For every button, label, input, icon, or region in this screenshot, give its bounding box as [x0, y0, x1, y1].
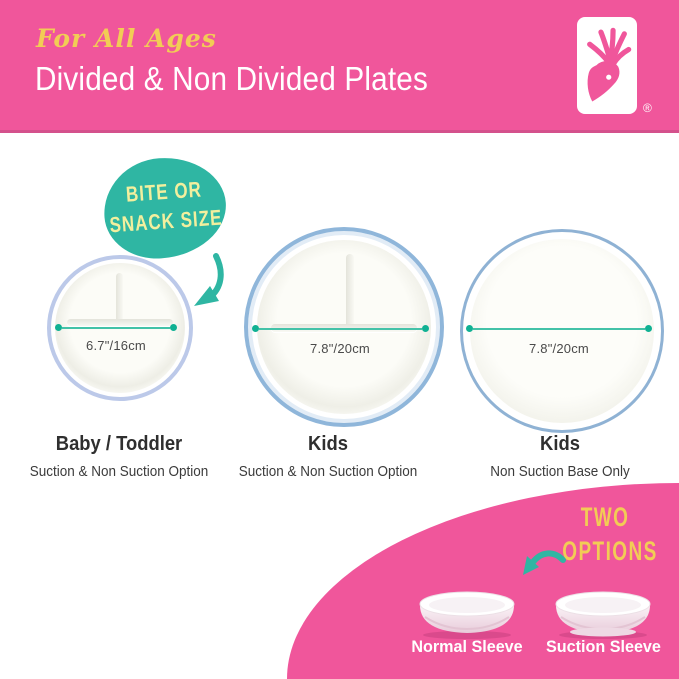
plate-label-kids-divided: Kids Suction & Non Suction Option	[228, 433, 428, 480]
plate-divider-horizontal	[67, 319, 173, 326]
plate-subtitle: Suction & Non Suction Option	[238, 463, 418, 480]
plate-kids-divided	[244, 227, 444, 427]
sleeve-label-normal: Normal Sleeve	[411, 637, 523, 656]
plate-subtitle: Non Suction Base Only	[490, 463, 630, 480]
measure-endpoint-dot	[252, 325, 259, 332]
plate-surface	[470, 239, 654, 423]
sleeve-label-suction: Suction Sleeve	[546, 637, 661, 656]
plate-divider-vertical	[116, 273, 123, 323]
plate-divider-vertical	[346, 254, 354, 328]
curved-arrow-icon	[194, 253, 224, 306]
measure-endpoint-dot	[466, 325, 473, 332]
plate-subtitle: Suction & Non Suction Option	[29, 463, 209, 480]
badge-line2: Snack Size	[108, 205, 224, 238]
brand-logo	[577, 17, 637, 114]
diameter-measure-line	[466, 325, 652, 332]
deer-antlers-icon	[587, 27, 632, 102]
tagline: For All Ages	[36, 24, 217, 53]
measure-line	[473, 327, 645, 330]
header-banner: For All Ages Divided & Non Divided Plate…	[0, 0, 679, 133]
suction-sleeve-image	[555, 591, 651, 639]
registered-trademark: ®	[643, 101, 652, 115]
plate-kids-round	[460, 229, 664, 433]
plate-label-baby-toddler: Baby / Toddler Suction & Non Suction Opt…	[19, 433, 219, 480]
measure-endpoint-dot	[645, 325, 652, 332]
page-title: Divided & Non Divided Plates	[35, 60, 428, 97]
curved-arrow-icon	[523, 550, 566, 575]
measure-line	[62, 326, 170, 329]
plate-title: Kids	[540, 433, 580, 455]
callout-line1: Two	[580, 502, 630, 533]
measure-line	[259, 327, 422, 330]
measure-endpoint-dot	[422, 325, 429, 332]
badge-text: Bite or Snack Size	[107, 175, 224, 241]
normal-sleeve-image	[419, 591, 515, 639]
callout-line2: Options	[562, 536, 658, 567]
measure-endpoint-dot	[170, 324, 177, 331]
plate-title: Baby / Toddler	[55, 433, 183, 455]
diameter-label: 7.8"/20cm	[529, 341, 589, 356]
diameter-label: 6.7"/16cm	[86, 338, 146, 353]
diameter-label: 7.8"/20cm	[310, 341, 370, 356]
plate-label-kids-round: Kids Non Suction Base Only	[460, 433, 660, 480]
plate-title: Kids	[308, 433, 348, 455]
diameter-measure-line	[252, 325, 429, 332]
bite-size-badge: Bite or Snack Size	[100, 153, 230, 263]
measure-endpoint-dot	[55, 324, 62, 331]
diameter-measure-line	[55, 324, 177, 331]
